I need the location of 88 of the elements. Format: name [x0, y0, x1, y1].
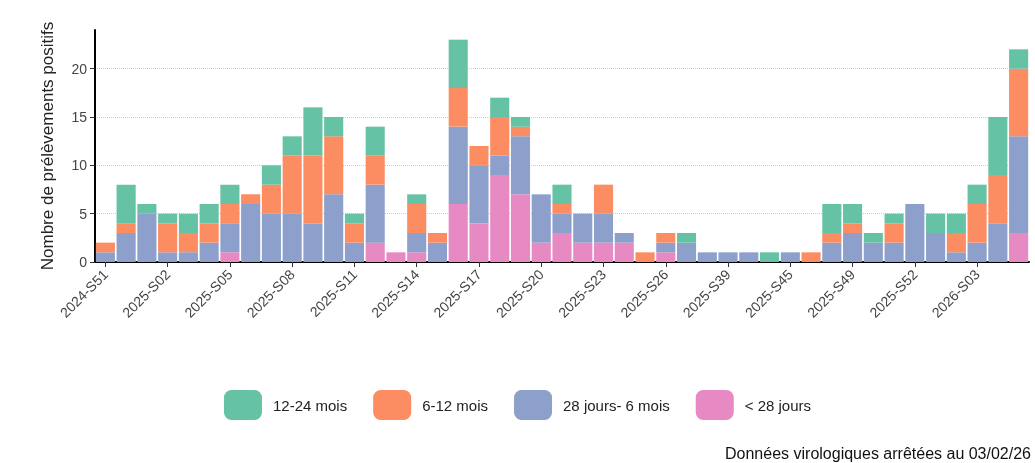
bar	[365, 184, 385, 243]
bar	[1009, 136, 1029, 233]
bar	[344, 213, 364, 224]
bar	[178, 233, 198, 253]
bar	[656, 252, 676, 262]
bar	[593, 242, 614, 262]
bar	[199, 204, 219, 224]
bar	[1009, 68, 1029, 137]
bar	[116, 223, 136, 233]
bar	[593, 184, 614, 214]
bar	[220, 252, 240, 262]
bar	[95, 242, 115, 253]
bar	[178, 213, 198, 233]
bar	[552, 204, 572, 214]
bar	[843, 233, 863, 262]
bar	[365, 126, 385, 156]
bar	[324, 136, 344, 195]
bar	[407, 233, 427, 253]
y-tick-label: 15	[71, 109, 88, 125]
bar	[510, 117, 531, 127]
bar	[95, 252, 115, 262]
bar	[676, 233, 697, 243]
bar	[241, 194, 261, 204]
y-tick-label: 0	[79, 254, 88, 270]
y-axis-title: Nombre de prélèvements positifs	[37, 21, 57, 271]
bar	[199, 223, 219, 243]
bar	[656, 233, 676, 243]
bar	[344, 242, 364, 262]
bar	[760, 252, 780, 262]
bar	[780, 252, 800, 262]
bar	[552, 184, 572, 204]
bar	[635, 252, 655, 262]
bar	[926, 233, 946, 262]
y-tick-label: 20	[71, 60, 88, 77]
bar	[946, 252, 966, 262]
bar	[427, 242, 448, 262]
bar	[843, 204, 863, 224]
bar	[822, 233, 842, 243]
bar	[365, 155, 385, 185]
bar	[490, 97, 510, 117]
bar	[1009, 49, 1029, 69]
bar	[967, 184, 987, 204]
bar	[158, 252, 178, 262]
text: Données virologiques arrêtées au 03/02/26	[725, 444, 1032, 462]
bar	[863, 242, 883, 262]
bar	[884, 213, 904, 224]
bar	[801, 252, 821, 262]
bar	[926, 213, 946, 233]
bar	[407, 194, 427, 204]
bar	[863, 233, 883, 243]
bar	[946, 233, 966, 253]
bar	[946, 213, 966, 233]
bar	[158, 213, 178, 224]
bar	[261, 184, 281, 214]
bar	[448, 39, 468, 88]
bar	[448, 88, 468, 127]
bar	[407, 204, 427, 233]
bar	[261, 165, 281, 185]
bar	[344, 223, 364, 243]
bar	[656, 242, 676, 253]
bar	[324, 194, 344, 262]
bar	[676, 242, 697, 262]
bar	[427, 233, 448, 243]
bar	[220, 184, 240, 204]
bar	[158, 223, 178, 253]
bar	[178, 252, 198, 262]
bar	[614, 233, 634, 243]
bar	[614, 242, 634, 262]
legend-label: 6-12 mois	[422, 396, 489, 414]
bar	[324, 117, 344, 137]
legend-label: 12-24 mois	[272, 396, 348, 414]
bar	[220, 204, 240, 224]
bar	[1009, 233, 1029, 262]
legend-label: 28 jours- 6 mois	[563, 396, 670, 414]
y-tick-label: 5	[79, 205, 88, 222]
bar	[884, 223, 904, 243]
y-tick-label: 10	[71, 157, 88, 174]
bar	[510, 194, 531, 262]
bar	[822, 242, 842, 262]
bar	[261, 213, 281, 262]
bar	[988, 117, 1008, 175]
bar	[510, 126, 531, 137]
legend-label: < 28 jours	[744, 396, 812, 414]
bar	[241, 204, 261, 262]
bar	[593, 213, 614, 243]
bar	[843, 223, 863, 233]
bar	[510, 136, 531, 195]
bar	[822, 204, 842, 233]
